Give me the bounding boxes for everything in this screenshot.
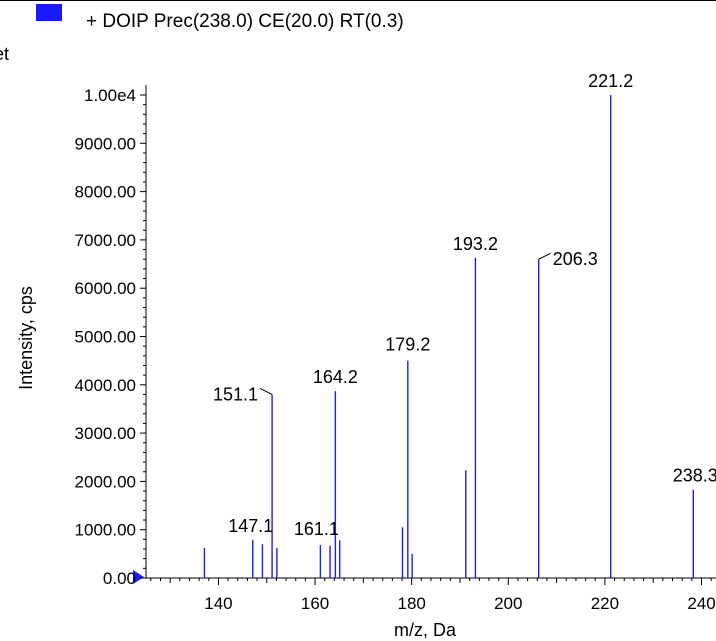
x-tick-label: 180 (397, 594, 425, 613)
peak-label: 179.2 (385, 335, 430, 355)
y-tick-label: 1.00e4 (84, 86, 136, 105)
y-tick-label: 7000.00 (75, 231, 136, 250)
x-tick-label: 240 (687, 594, 715, 613)
y-tick-label: 6000.00 (75, 279, 136, 298)
peak-label: 147.1 (228, 516, 273, 536)
peak-label: 206.3 (553, 249, 598, 269)
x-axis-title: m/z, Da (394, 620, 457, 640)
peak-label: 151.1 (213, 384, 258, 404)
y-tick-label: 8000.00 (75, 183, 136, 202)
peak-label: 193.2 (453, 234, 498, 254)
y-axis-title: Intensity, cps (16, 286, 36, 390)
y-tick-label: 4000.00 (75, 376, 136, 395)
y-tick-label: 9000.00 (75, 134, 136, 153)
peak-label: 161.1 (294, 519, 339, 539)
y-axis-marker-icon (133, 570, 144, 584)
y-tick-label: 2000.00 (75, 472, 136, 491)
peak-label: 164.2 (313, 367, 358, 387)
legend-label: + DOIP Prec(238.0) CE(20.0) RT(0.3) (86, 11, 404, 32)
y-tick-label: 0.00 (103, 569, 136, 588)
y-tick-label: 3000.00 (75, 424, 136, 443)
x-tick-label: 140 (204, 594, 232, 613)
x-tick-label: 220 (591, 594, 619, 613)
peak-label-leader (538, 252, 551, 260)
peak-label: 221.2 (588, 71, 633, 91)
x-tick-label: 160 (301, 594, 329, 613)
legend-swatch (36, 4, 62, 21)
x-tick-label: 200 (494, 594, 522, 613)
y-tick-label: 5000.00 (75, 328, 136, 347)
peak-label: 238.3 (673, 466, 716, 486)
edge-fragment-text: et (0, 44, 9, 64)
peak-label-leader (259, 388, 273, 395)
y-tick-label: 1000.00 (75, 521, 136, 540)
